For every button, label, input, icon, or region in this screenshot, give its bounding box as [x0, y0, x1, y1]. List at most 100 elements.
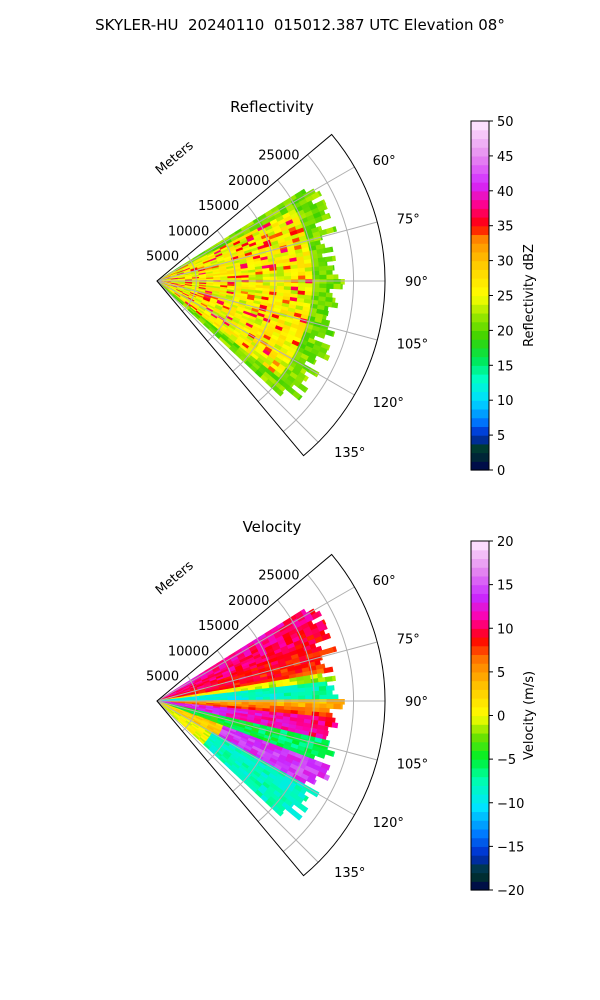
colorbar-segment	[471, 216, 489, 227]
colorbar-tick-label: 50	[497, 115, 514, 130]
data-cell	[327, 212, 332, 219]
data-cell	[276, 276, 285, 281]
figure-title: SKYLER-HU 20240110 015012.387 UTC Elevat…	[95, 16, 505, 34]
azimuth-gridline	[156, 280, 378, 341]
radial-axis-label: Meters	[153, 558, 197, 598]
data-cell	[290, 272, 299, 277]
colorbar-segment	[471, 339, 489, 349]
colorbar-segment	[471, 182, 489, 192]
data-cell	[331, 675, 336, 682]
angular-tick-label: 120°	[373, 396, 404, 411]
panel-title: Velocity	[243, 518, 302, 536]
data-cell	[340, 283, 343, 290]
data-cell	[275, 388, 284, 397]
colorbar-label: Reflectivity dBZ	[522, 244, 537, 347]
angular-tick-label: 105°	[397, 758, 428, 773]
data-cell	[297, 395, 303, 401]
colorbar-segment	[471, 776, 489, 786]
colorbar-segment	[471, 584, 489, 594]
data-cell	[297, 271, 306, 277]
colorbar-segment	[471, 304, 489, 314]
colorbar-segment	[471, 208, 489, 218]
colorbar-segment	[471, 820, 489, 830]
data-cell	[297, 691, 306, 697]
data-cell	[312, 270, 320, 276]
colorbar-segment	[471, 199, 489, 209]
data-cell	[303, 387, 309, 393]
angular-tick-label: 90°	[405, 275, 428, 290]
colorbar-segment	[471, 558, 489, 568]
colorbar-segment	[471, 147, 489, 157]
colorbar-segment	[471, 645, 489, 656]
colorbar-segment	[471, 286, 489, 297]
data-cell	[323, 730, 329, 737]
data-cell	[318, 685, 327, 692]
data-cell	[332, 331, 336, 337]
angular-tick-label: 60°	[373, 154, 396, 169]
colorbar-segment	[471, 741, 489, 751]
panel-title: Reflectivity	[230, 98, 314, 116]
data-cell	[330, 666, 334, 673]
data-cell	[317, 610, 323, 617]
colorbar-segment	[471, 452, 489, 462]
data-cell	[312, 275, 321, 280]
colorbar-segment	[471, 173, 489, 183]
data-cell	[332, 265, 335, 271]
data-cell	[327, 320, 331, 326]
data-cell	[262, 276, 271, 281]
data-cell	[291, 703, 299, 708]
data-cell	[269, 276, 278, 281]
angular-tick-label: 135°	[334, 866, 365, 881]
colorbar-segment	[471, 435, 489, 445]
radial-tick-label: 15000	[198, 619, 239, 634]
colorbar-segment	[471, 234, 489, 244]
data-cell	[305, 279, 313, 285]
data-cell	[284, 699, 292, 704]
colorbar-tick-label: 10	[497, 622, 514, 637]
sector-frame	[156, 133, 386, 457]
data-cell	[340, 703, 343, 710]
data-cell	[276, 696, 285, 701]
radial-tick-label: 20000	[228, 174, 269, 189]
data-cell	[333, 694, 339, 700]
data-cell	[324, 623, 328, 630]
data-cell	[291, 695, 299, 701]
data-cell	[324, 256, 334, 263]
data-cell	[327, 632, 332, 639]
radial-tick-label: 20000	[228, 594, 269, 609]
colorbar-tick-label: 40	[497, 185, 514, 200]
data-cell	[305, 275, 313, 281]
colorbar-segment	[471, 121, 489, 131]
colorbar-segment	[471, 794, 489, 804]
colorbar-segment	[471, 628, 489, 638]
data-cell	[283, 692, 292, 697]
azimuth-gridline	[156, 700, 355, 816]
colorbar-label: Velocity (m/s)	[522, 671, 537, 760]
range-ring	[257, 599, 315, 822]
data-cell	[326, 274, 335, 280]
colorbar-tick-label: 5	[497, 429, 505, 444]
data-cell	[319, 270, 328, 276]
data-cell	[323, 310, 329, 317]
data-cell	[291, 699, 299, 704]
data-cell	[323, 773, 331, 781]
colorbar-segment	[471, 724, 489, 734]
data-cell	[332, 297, 336, 304]
data-cell	[291, 283, 299, 288]
data-cell	[326, 699, 335, 705]
colorbar-segment	[471, 330, 489, 340]
data-cell	[317, 331, 326, 339]
data-cell	[318, 265, 327, 272]
range-ring	[207, 230, 237, 342]
colorbar-tick-label: −10	[497, 797, 524, 812]
colorbar-segment	[471, 785, 489, 795]
data-cell	[276, 692, 285, 698]
colorbar-segment	[471, 680, 489, 690]
colorbar-segment	[471, 828, 489, 839]
colorbar-segment	[471, 698, 489, 708]
angular-tick-label: 60°	[373, 574, 396, 589]
colorbar-segment	[471, 295, 489, 305]
data-cell	[283, 275, 292, 281]
data-cell	[291, 279, 299, 284]
